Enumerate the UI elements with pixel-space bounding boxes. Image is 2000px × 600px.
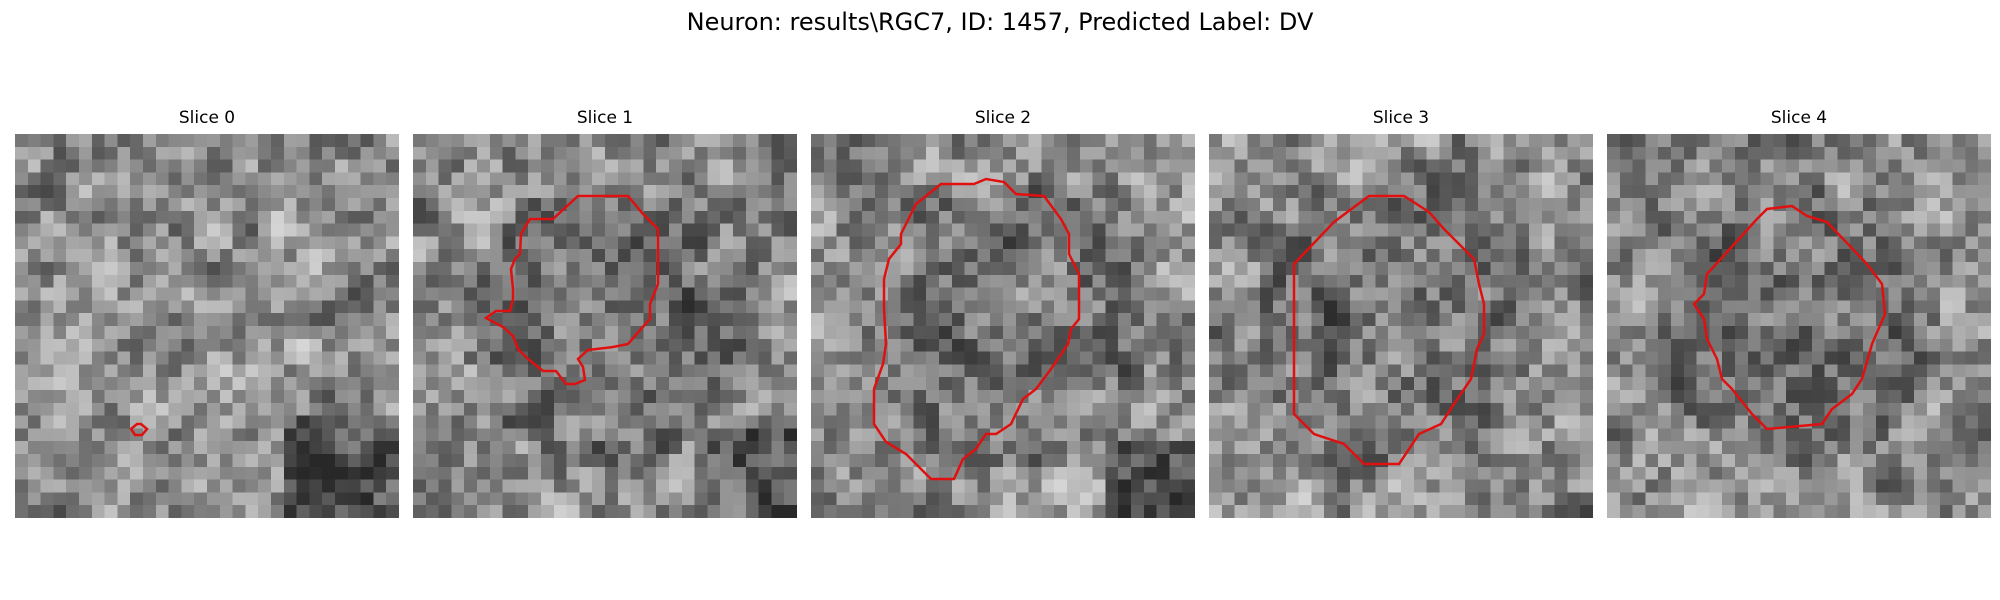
slice-contour-layer-4 (1692, 204, 1887, 431)
slice-contour-layer-0 (129, 422, 149, 437)
slice-image-2 (811, 134, 1195, 518)
neuron-contour-0 (129, 422, 149, 437)
slice-grayscale-image-1 (413, 134, 797, 518)
slice-contour-layer-1 (483, 194, 660, 386)
slice-title-4: Slice 4 (1770, 108, 1828, 128)
neuron-contour-1 (483, 194, 660, 386)
slice-image-0 (15, 134, 399, 518)
slice-image-4 (1607, 134, 1991, 518)
slice-grayscale-image-0 (15, 134, 399, 518)
neuron-contour-3 (1292, 194, 1486, 466)
figure-title: Neuron: results\RGC7, ID: 1457, Predicte… (686, 8, 1314, 36)
slice-title-2: Slice 2 (974, 108, 1032, 128)
slice-image-1 (413, 134, 797, 518)
slice-title-0: Slice 0 (178, 108, 236, 128)
slice-contour-layer-3 (1292, 194, 1486, 466)
slice-image-3 (1209, 134, 1593, 518)
slice-contour-layer-2 (872, 177, 1081, 481)
neuron-contour-4 (1692, 204, 1887, 431)
slice-title-3: Slice 3 (1372, 108, 1430, 128)
slice-grayscale-image-4 (1607, 134, 1991, 518)
neuron-contour-2 (872, 177, 1081, 481)
slice-grayscale-image-2 (811, 134, 1195, 518)
slice-title-1: Slice 1 (576, 108, 634, 128)
slice-grayscale-image-3 (1209, 134, 1593, 518)
